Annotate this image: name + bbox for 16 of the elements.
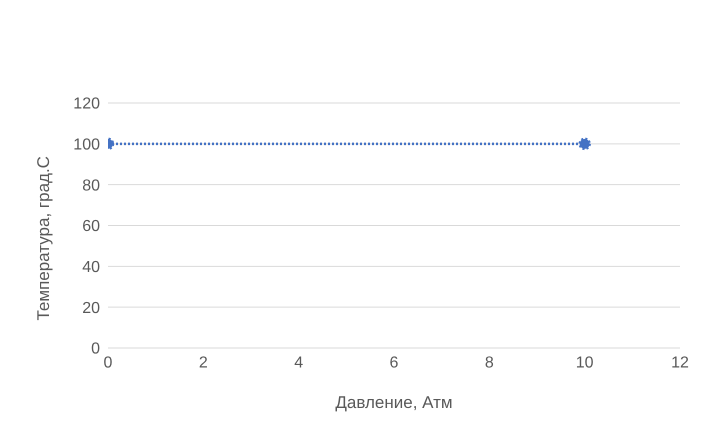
y-tick-label: 40 — [82, 259, 100, 276]
y-tick-label: 120 — [73, 96, 100, 113]
y-tick-label: 100 — [73, 136, 100, 154]
x-tick-label: 10 — [576, 354, 594, 372]
x-tick-label: 4 — [294, 354, 304, 372]
x-tick-label: 0 — [104, 354, 113, 372]
x-tick-label: 2 — [198, 354, 208, 372]
x-tick-label: 8 — [484, 354, 494, 372]
y-tick-label: 20 — [82, 300, 100, 317]
y-tick-label: 0 — [91, 340, 100, 358]
x-axis-title: Давление, Атм — [335, 393, 453, 412]
y-tick-label: 60 — [82, 218, 100, 236]
y-tick-label: 80 — [82, 177, 100, 194]
x-tick-label: 6 — [390, 354, 399, 372]
y-axis-title: Температура, град.С — [34, 156, 54, 320]
x-tick-label: 12 — [671, 354, 689, 372]
